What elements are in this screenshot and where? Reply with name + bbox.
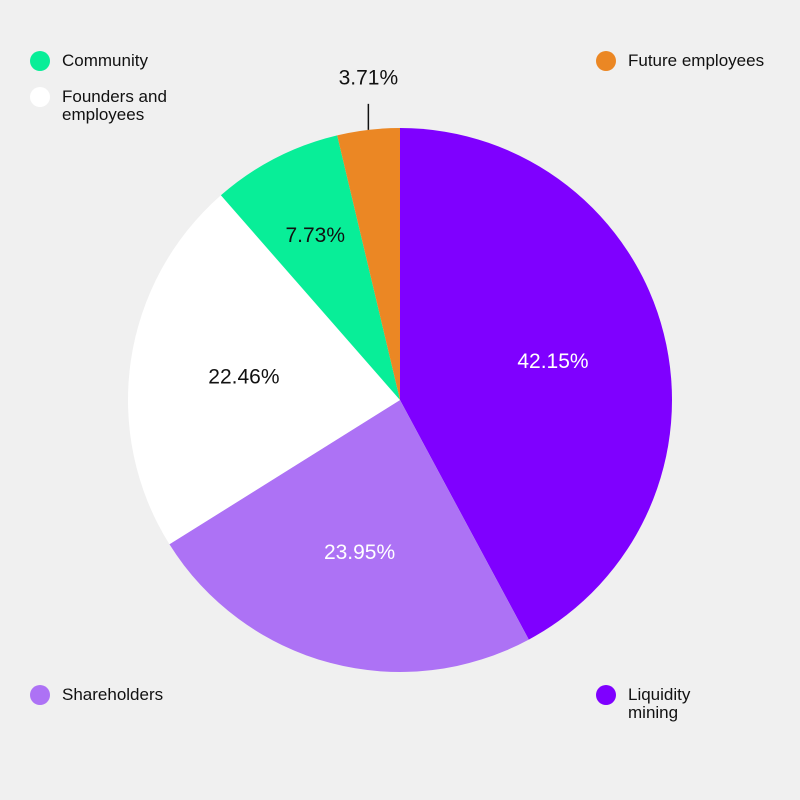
slice-label-future-employees: 3.71%	[339, 66, 399, 89]
legend-swatch-community	[30, 51, 50, 71]
legend-label-future-employees: Future employees	[628, 51, 765, 70]
slice-label-liquidity-mining: 42.15%	[517, 350, 588, 373]
pie-slices	[127, 128, 673, 673]
legend-swatch-founders-and-employees	[30, 87, 50, 107]
legend-swatch-future-employees	[596, 51, 616, 71]
legend-item-community: Community	[30, 51, 148, 71]
slice-label-founders-and-employees: 22.46%	[208, 365, 279, 388]
legend-item-shareholders: Shareholders	[30, 685, 164, 705]
legend-item-founders-and-employees: Founders and employees	[30, 87, 192, 124]
slice-founders-and-employees	[127, 195, 401, 545]
slice-community	[220, 135, 400, 400]
slice-label-shareholders: 23.95%	[324, 541, 395, 564]
slice-future-employees	[337, 128, 400, 400]
legend-swatch-shareholders	[30, 685, 50, 705]
legend-label-shareholders: Shareholders	[62, 685, 164, 704]
slice-liquidity-mining	[400, 128, 673, 640]
legend-item-future-employees: Future employees	[596, 51, 765, 71]
legend-label-liquidity-mining: Liquidity mining	[628, 685, 691, 722]
legend-item-liquidity-mining: Liquidity mining	[596, 685, 718, 722]
legend-label-community: Community	[62, 51, 148, 70]
pie-slice-labels: 42.15% 23.95% 22.46% 7.73% 3.71%	[208, 66, 588, 564]
legend-label-founders-and-employees: Founders and employees	[62, 87, 167, 124]
slice-shareholders	[169, 400, 529, 673]
slice-label-community: 7.73%	[285, 224, 345, 247]
legend-swatch-liquidity-mining	[596, 685, 616, 705]
